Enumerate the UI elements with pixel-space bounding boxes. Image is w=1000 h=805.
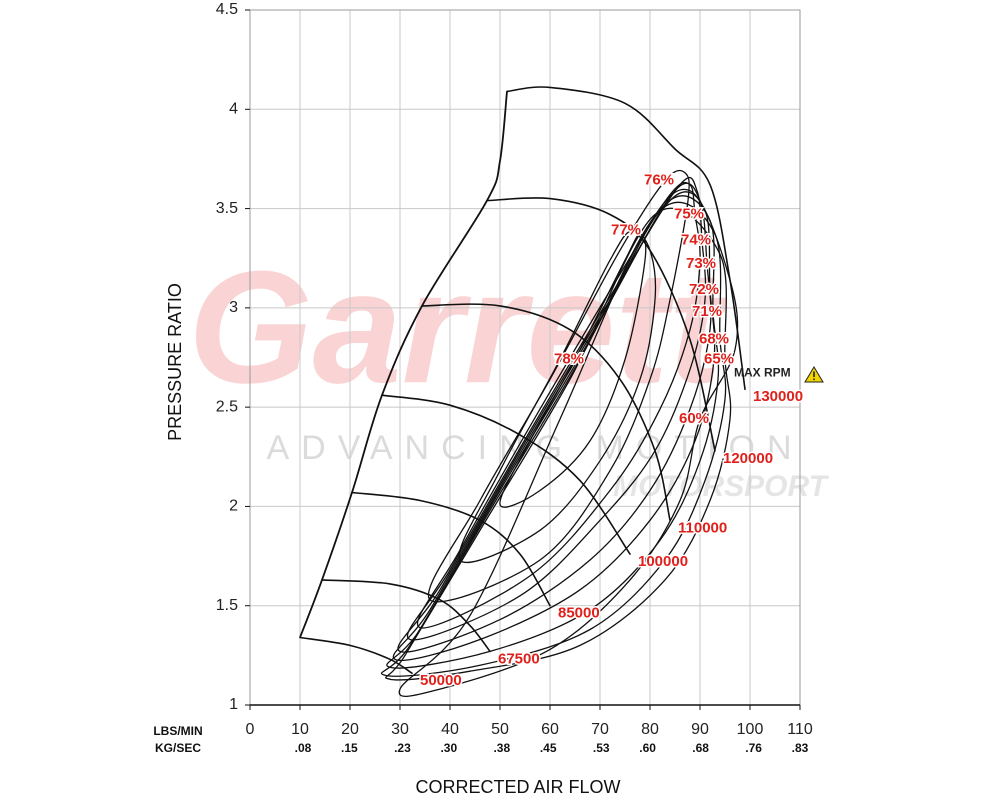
x-tick-label: 100 (737, 721, 764, 738)
x2-unit: KG/SEC (155, 741, 201, 755)
x-tick-label: 80 (641, 721, 659, 738)
y-tick-label: 4.5 (216, 1, 238, 18)
efficiency-label: 68% (699, 331, 729, 348)
x-tick-label: 0 (246, 721, 255, 738)
x2-tick-label: .83 (792, 741, 809, 755)
x-tick-label: 110 (787, 721, 813, 738)
speed-label: 100000 (638, 553, 688, 570)
warning-mark (813, 371, 815, 377)
y-tick-label: 1.5 (216, 597, 238, 614)
surge-line (299, 91, 508, 638)
x2-tick-label: .23 (394, 741, 411, 755)
x-tick-label: 90 (691, 721, 709, 738)
x2-tick-label: .76 (745, 741, 762, 755)
speed-line (506, 86, 746, 391)
x-tick-label: 30 (391, 721, 409, 738)
x-tick-label: 70 (591, 721, 609, 738)
speed-label: 110000 (678, 519, 727, 536)
y-tick-label: 2 (229, 498, 238, 515)
efficiency-label: 73% (686, 255, 716, 272)
x2-tick-label: .53 (593, 741, 610, 755)
efficiency-label: 77% (611, 221, 641, 238)
x-tick-label: 50 (491, 721, 509, 738)
x-tick-label: 10 (291, 721, 309, 738)
efficiency-label: 75% (674, 205, 704, 222)
x2-tick-label: .60 (639, 741, 656, 755)
y-axis-title: PRESSURE RATIO (165, 283, 185, 441)
efficiency-contour (392, 191, 716, 661)
efficiency-contour (458, 229, 657, 563)
x2-tick-label: .08 (295, 741, 312, 755)
efficiency-label: 76% (644, 172, 674, 189)
warning-icon (804, 366, 824, 383)
y-tick-label: 1 (229, 696, 238, 713)
speed-label: 130000 (753, 388, 803, 405)
speed-line (321, 579, 491, 653)
x2-tick-label: .30 (440, 741, 457, 755)
y-tick-label: 3.5 (216, 200, 238, 217)
x-tick-label: 60 (541, 721, 559, 738)
x-unit: LBS/MIN (153, 724, 202, 738)
warning-dot (813, 378, 815, 381)
speed-label: 85000 (558, 605, 600, 622)
efficiency-label: 78% (554, 350, 584, 367)
x2-tick-label: .68 (692, 741, 709, 755)
efficiency-label: 71% (692, 303, 722, 320)
speed-label: 120000 (723, 450, 773, 467)
efficiency-label: 74% (681, 231, 711, 248)
max-rpm-note: MAX RPM (734, 365, 791, 379)
efficiency-label: 65% (704, 350, 734, 367)
x-tick-label: 40 (441, 721, 459, 738)
efficiency-contour (427, 169, 690, 603)
curves (299, 86, 746, 697)
speed-line (486, 197, 716, 452)
speed-label: 67500 (498, 650, 540, 667)
x-tick-label: 20 (341, 721, 359, 738)
efficiency-contour (398, 188, 739, 697)
speed-line (381, 394, 631, 555)
x2-tick-label: .38 (493, 741, 510, 755)
labels: 78% 77% 76%75% 74% 73% 72% 71% 68% 65% 60% 50000 67… (419, 170, 805, 690)
x2-tick-label: .15 (341, 741, 358, 755)
speed-label: 50000 (420, 672, 462, 689)
efficiency-label: 60% (679, 410, 709, 427)
x2-tick-label: .45 (540, 741, 557, 755)
speed-line (299, 636, 413, 674)
y-tick-label: 3 (229, 299, 238, 316)
speed-line (351, 491, 551, 607)
x-axis-title: CORRECTED AIR FLOW (415, 777, 620, 797)
watermark-division: MOTORSPORT (613, 470, 830, 503)
y-tick-label: 2.5 (216, 398, 238, 415)
speed-line (421, 303, 671, 522)
efficiency-label: 72% (689, 281, 719, 298)
y-tick-label: 4 (229, 101, 238, 118)
